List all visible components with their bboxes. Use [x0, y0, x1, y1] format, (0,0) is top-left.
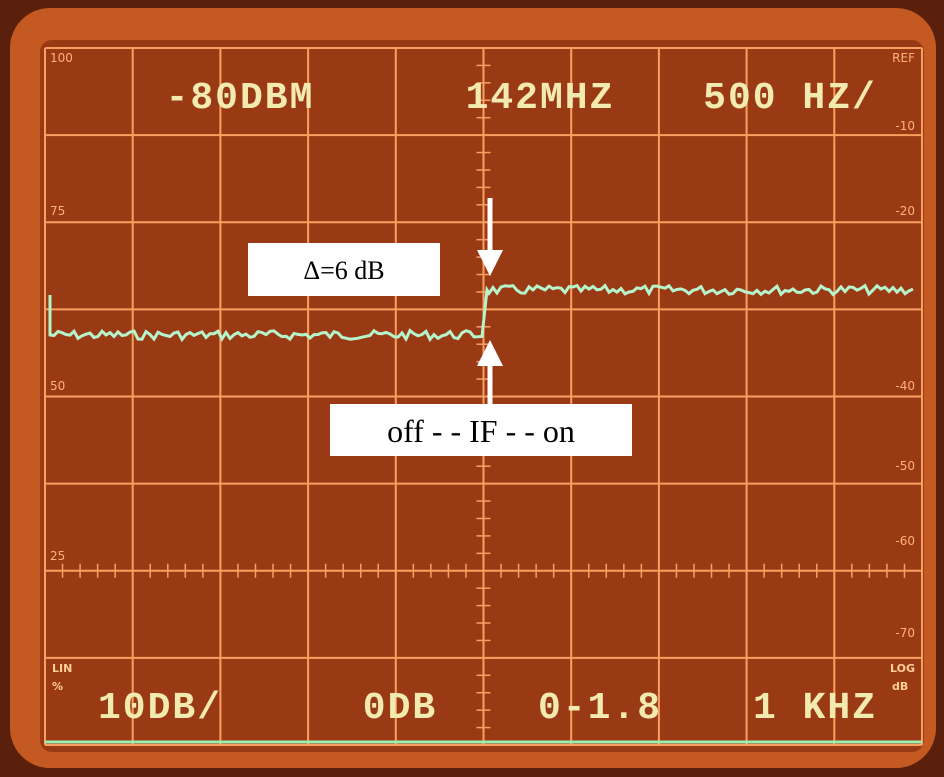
scale-label: 75 — [50, 204, 65, 218]
delta-annotation: Δ=6 dB — [303, 256, 384, 285]
scale-label: -60 — [895, 534, 915, 548]
scale-label: -10 — [895, 119, 915, 133]
scale-label: REF — [892, 51, 915, 65]
scale-label: -70 — [895, 626, 915, 640]
scale-label: -40 — [895, 379, 915, 393]
readout: 0DB — [363, 687, 437, 730]
log-label: LOG — [890, 662, 915, 675]
readout: 500 HZ/ — [703, 77, 877, 120]
readout: 0-1.8 — [538, 687, 662, 730]
analyzer-screen: -80DBM 142MHZ 500 HZ/ 10DB/ 0DB 0-1.8 1 … — [0, 0, 944, 777]
lin-unit: % — [52, 680, 63, 693]
readout: 1 KHZ — [753, 687, 877, 730]
log-unit: dB — [892, 680, 908, 693]
readout: -80DBM — [166, 77, 315, 120]
readout: 142MHZ — [466, 77, 615, 120]
scale-label: -20 — [895, 204, 915, 218]
scale-label: -50 — [895, 459, 915, 473]
if-annotation: off - - IF - - on — [387, 413, 575, 449]
scale-label: 100 — [50, 51, 73, 65]
scale-label: 25 — [50, 549, 65, 563]
readout: 10DB/ — [98, 687, 222, 730]
lin-label: LIN — [52, 662, 72, 675]
scale-label: 50 — [50, 379, 65, 393]
